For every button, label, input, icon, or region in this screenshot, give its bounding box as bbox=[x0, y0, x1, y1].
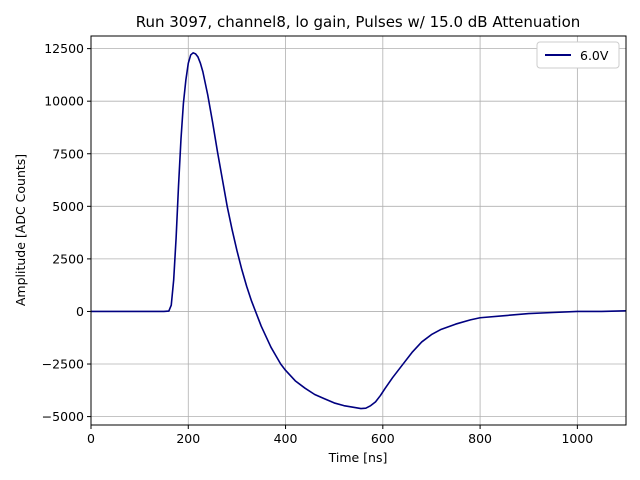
plot-background bbox=[91, 36, 626, 425]
y-tick-label: 7500 bbox=[52, 146, 84, 161]
x-tick-label: 600 bbox=[371, 431, 395, 446]
y-tick-label: −2500 bbox=[42, 357, 84, 372]
y-axis-label: Amplitude [ADC Counts] bbox=[13, 154, 28, 306]
legend: 6.0V bbox=[536, 41, 620, 69]
legend-box bbox=[536, 41, 620, 69]
y-tick-label: −5000 bbox=[42, 409, 84, 424]
x-tick-label: 800 bbox=[468, 431, 492, 446]
x-tick-label: 1000 bbox=[561, 431, 593, 446]
series-layer bbox=[91, 52, 627, 410]
legend-label: 6.0V bbox=[580, 48, 609, 63]
plot-frame bbox=[90, 35, 627, 426]
y-tick-label: 12500 bbox=[44, 41, 84, 56]
series-line-6.0V bbox=[91, 52, 627, 410]
x-axis-label: Time [ns] bbox=[328, 450, 388, 465]
chart-title: Run 3097, channel8, lo gain, Pulses w/ 1… bbox=[136, 13, 581, 31]
y-axis: −5000 −2500 0 2500 5000 7500 10000 12500 bbox=[42, 41, 91, 424]
y-tick-label: 5000 bbox=[52, 199, 84, 214]
x-tick-label: 200 bbox=[176, 431, 200, 446]
y-tick-label: 2500 bbox=[52, 251, 84, 266]
x-tick-label: 0 bbox=[87, 431, 95, 446]
x-tick-label: 400 bbox=[274, 431, 298, 446]
y-tick-label: 10000 bbox=[44, 94, 84, 109]
y-tick-label: 0 bbox=[76, 304, 84, 319]
x-axis: 0 200 400 600 800 1000 bbox=[87, 425, 593, 446]
